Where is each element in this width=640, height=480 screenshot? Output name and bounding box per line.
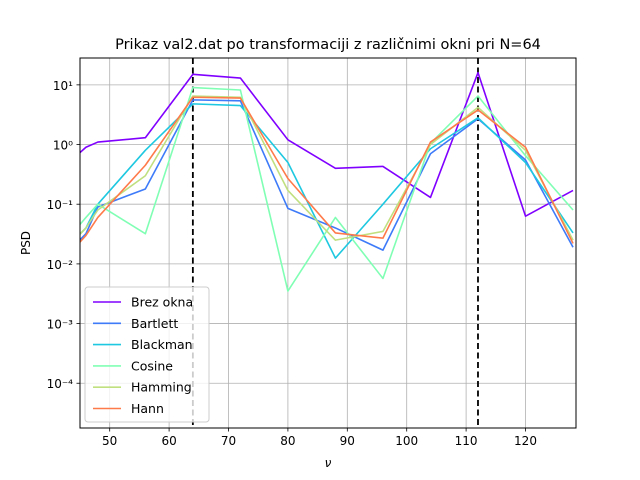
y-axis-label: PSD bbox=[19, 231, 33, 255]
plot-frame bbox=[79, 57, 577, 429]
legend-label: Bartlett bbox=[131, 316, 178, 331]
series-line-brez-okna bbox=[80, 71, 574, 217]
legend-label: Hann bbox=[131, 401, 164, 416]
x-tick-label: 90 bbox=[340, 434, 355, 448]
y-tick-label: 10⁻³ bbox=[47, 318, 74, 332]
y-tick-label: 10⁻² bbox=[47, 258, 74, 272]
legend-label: Brez okna bbox=[131, 295, 193, 310]
x-tick-label: 70 bbox=[221, 434, 236, 448]
legend-label: Hamming bbox=[131, 380, 192, 395]
x-tick-label: 50 bbox=[102, 434, 117, 448]
y-tick-label: 10⁻⁴ bbox=[47, 377, 74, 391]
series-line-hann bbox=[80, 96, 574, 244]
x-axis-label: ν bbox=[325, 456, 332, 470]
x-tick-label: 60 bbox=[161, 434, 176, 448]
series-lines bbox=[80, 71, 574, 292]
x-tick-label: 110 bbox=[455, 434, 478, 448]
series-line-cosine bbox=[80, 86, 574, 292]
x-tick-label: 120 bbox=[514, 434, 537, 448]
legend-box bbox=[84, 286, 210, 423]
y-tick-label: 10¹ bbox=[53, 79, 73, 93]
axis-ticks: 50 60 70 80 90 100 110 120 10⁻⁴ 10⁻³ 10⁻² 10⁻¹ 10⁰ 10… bbox=[47, 79, 537, 448]
chart-title: Prikaz val2.dat po transformaciji z razl… bbox=[115, 37, 541, 53]
series-line-hamming bbox=[80, 95, 574, 241]
legend: Brez okna Bartlett Blackman Cosine Hamming Ha… bbox=[84, 286, 210, 423]
x-tick-label: 80 bbox=[280, 434, 295, 448]
legend-label: Blackman bbox=[131, 337, 193, 352]
legend-label: Cosine bbox=[131, 358, 173, 373]
y-tick-label: 10⁻¹ bbox=[47, 198, 74, 212]
x-tick-label: 100 bbox=[395, 434, 418, 448]
y-tick-label: 10⁰ bbox=[53, 139, 73, 153]
